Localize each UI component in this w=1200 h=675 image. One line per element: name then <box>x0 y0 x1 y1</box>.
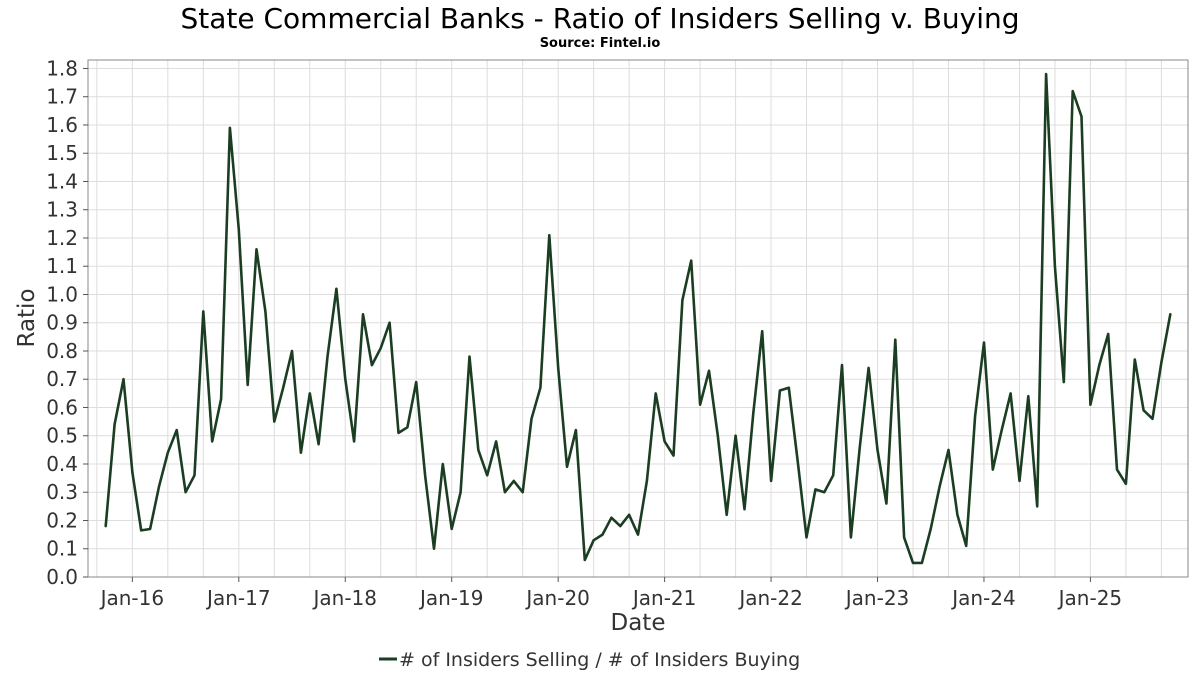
y-tick-label: 0.1 <box>46 537 78 561</box>
y-tick-label: 1.2 <box>46 226 78 250</box>
chart-subtitle: Source: Fintel.io <box>540 36 661 51</box>
x-tick-label: Jan-20 <box>524 586 590 610</box>
y-tick-label: 0.4 <box>46 452 78 476</box>
legend: # of Insiders Selling / # of Insiders Bu… <box>379 649 800 671</box>
y-tick-label: 1.4 <box>46 169 78 193</box>
y-tick-label: 1.3 <box>46 198 78 222</box>
y-tick-label: 0.2 <box>46 508 78 532</box>
y-tick-label: 1.8 <box>46 56 78 80</box>
y-tick-label: 0.7 <box>46 367 78 391</box>
y-tick-label: 1.7 <box>46 85 78 109</box>
chart-title: State Commercial Banks - Ratio of Inside… <box>180 2 1019 35</box>
x-tick-label: Jan-17 <box>205 586 271 610</box>
x-tick-label: Jan-19 <box>418 586 484 610</box>
y-tick-label: 1.5 <box>46 141 78 165</box>
y-tick-label: 0.3 <box>46 480 78 504</box>
x-axis-label: Date <box>611 610 666 636</box>
grid <box>88 60 1188 577</box>
y-tick-label: 1.0 <box>46 282 78 306</box>
y-axis: 0.0 0.1 0.2 0.3 0.4 0.5 0.6 0.7 0.8 0.9 1.0 1.1 1.2 1… <box>46 56 88 589</box>
plot-area-frame <box>87 59 1189 578</box>
y-tick-label: 0.6 <box>46 395 78 419</box>
y-tick-label: 0.0 <box>46 565 78 589</box>
x-tick-label: Jan-23 <box>844 586 910 610</box>
x-axis: Jan-16 Jan-17 Jan-18 Jan-19 Jan-20 Jan-21 Jan-… <box>99 577 1123 610</box>
legend-label: # of Insiders Selling / # of Insiders Bu… <box>399 649 800 671</box>
y-tick-label: 1.1 <box>46 254 78 278</box>
series-line-0 <box>104 72 1172 565</box>
x-tick-label: Jan-22 <box>737 586 803 610</box>
y-tick-label: 1.6 <box>46 113 78 137</box>
x-tick-label: Jan-16 <box>99 586 165 610</box>
y-tick-label: 0.9 <box>46 311 78 335</box>
y-tick-label: 0.5 <box>46 424 78 448</box>
x-tick-label: Jan-25 <box>1057 586 1123 610</box>
series-layer <box>104 72 1172 565</box>
x-tick-label: Jan-21 <box>631 586 697 610</box>
x-tick-label: Jan-18 <box>312 586 378 610</box>
y-axis-label: Ratio <box>14 288 40 347</box>
y-tick-label: 0.8 <box>46 339 78 363</box>
x-tick-label: Jan-24 <box>950 586 1016 610</box>
